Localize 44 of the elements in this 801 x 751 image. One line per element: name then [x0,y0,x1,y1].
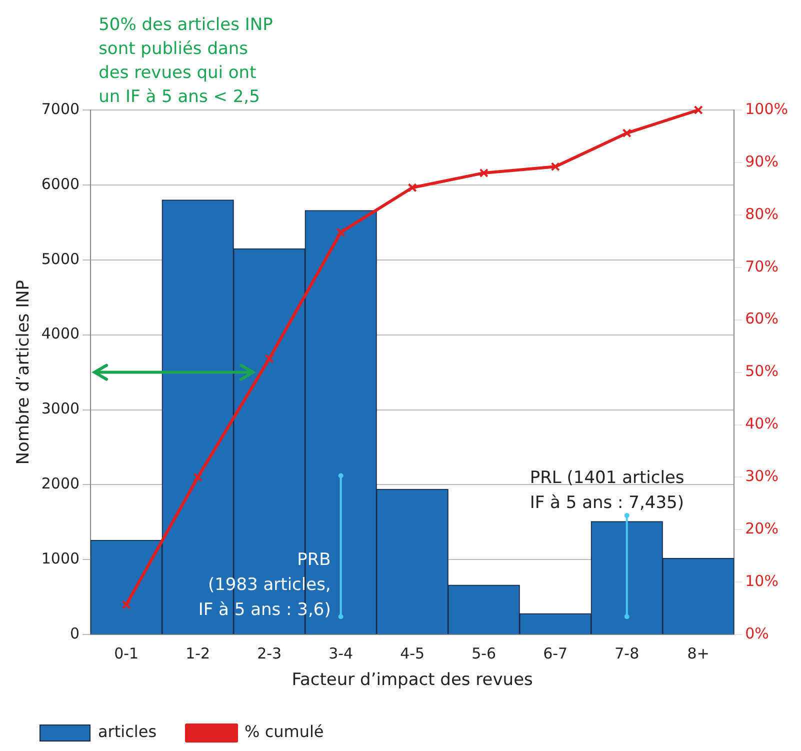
legend-label: % cumulé [244,722,324,742]
y-tick-label: 2000 [41,474,80,493]
y2-tick-label: 0% [745,624,769,642]
point [336,228,346,237]
text: 50% des articles INP sont publiés dans des revues qui ont un IF à 5 ans < 2,5 [98,15,273,107]
point [550,162,560,172]
y-tick-label: 0 [70,624,80,642]
y-tick-label: 4000 [41,324,80,343]
x-tick-label: 6-7 [543,644,568,662]
y2-tick-label: 90% [745,152,778,170]
point [264,354,274,364]
x-tick-label: 1-2 [186,644,210,662]
y-tick-label: 6000 [41,174,80,193]
point [622,128,632,138]
y2-tick-label: 80% [745,204,778,223]
y2-tick-label: 70% [745,257,778,276]
point [193,472,202,482]
point [122,600,131,610]
point [408,183,417,192]
y-tick-label: 7000 [41,100,80,118]
x-tick-label: 4-5 [400,644,425,662]
x-tick-label: 7-8 [614,644,640,662]
x-axis-title: Facteur d’impact des revues [292,670,534,690]
point [694,105,703,115]
x-tick-label: 8+ [687,644,710,662]
y2-tick-label: 30% [745,467,778,486]
y-tick-label: 5000 [41,250,80,268]
x-tick-label: 0-1 [114,644,139,662]
y2-tick-label: 40% [745,414,778,433]
y2-tick-label: 60% [745,310,778,328]
x-tick-label: 2-3 [257,644,282,662]
y2-tick-label: 10% [745,572,778,590]
y-tick-label: 3000 [41,400,80,418]
y-axis-title: Nombre d’articles INP [14,280,34,465]
x-tick-label: 5-6 [472,644,496,662]
x-tick-label: 3-4 [328,644,354,662]
point [479,168,488,178]
y2-tick-label: 50% [745,362,778,380]
y-tick-label: 1000 [41,550,80,568]
legend-label: articles [98,722,157,742]
annotation: PRL (1401 articles IF à 5 ans : 7,435) [530,468,684,513]
y2-tick-label: 100% [745,100,788,118]
y2-tick-label: 20% [745,520,778,538]
annotation: PRB (1983 articles, IF à 5 ans : 3,6) [198,550,331,620]
